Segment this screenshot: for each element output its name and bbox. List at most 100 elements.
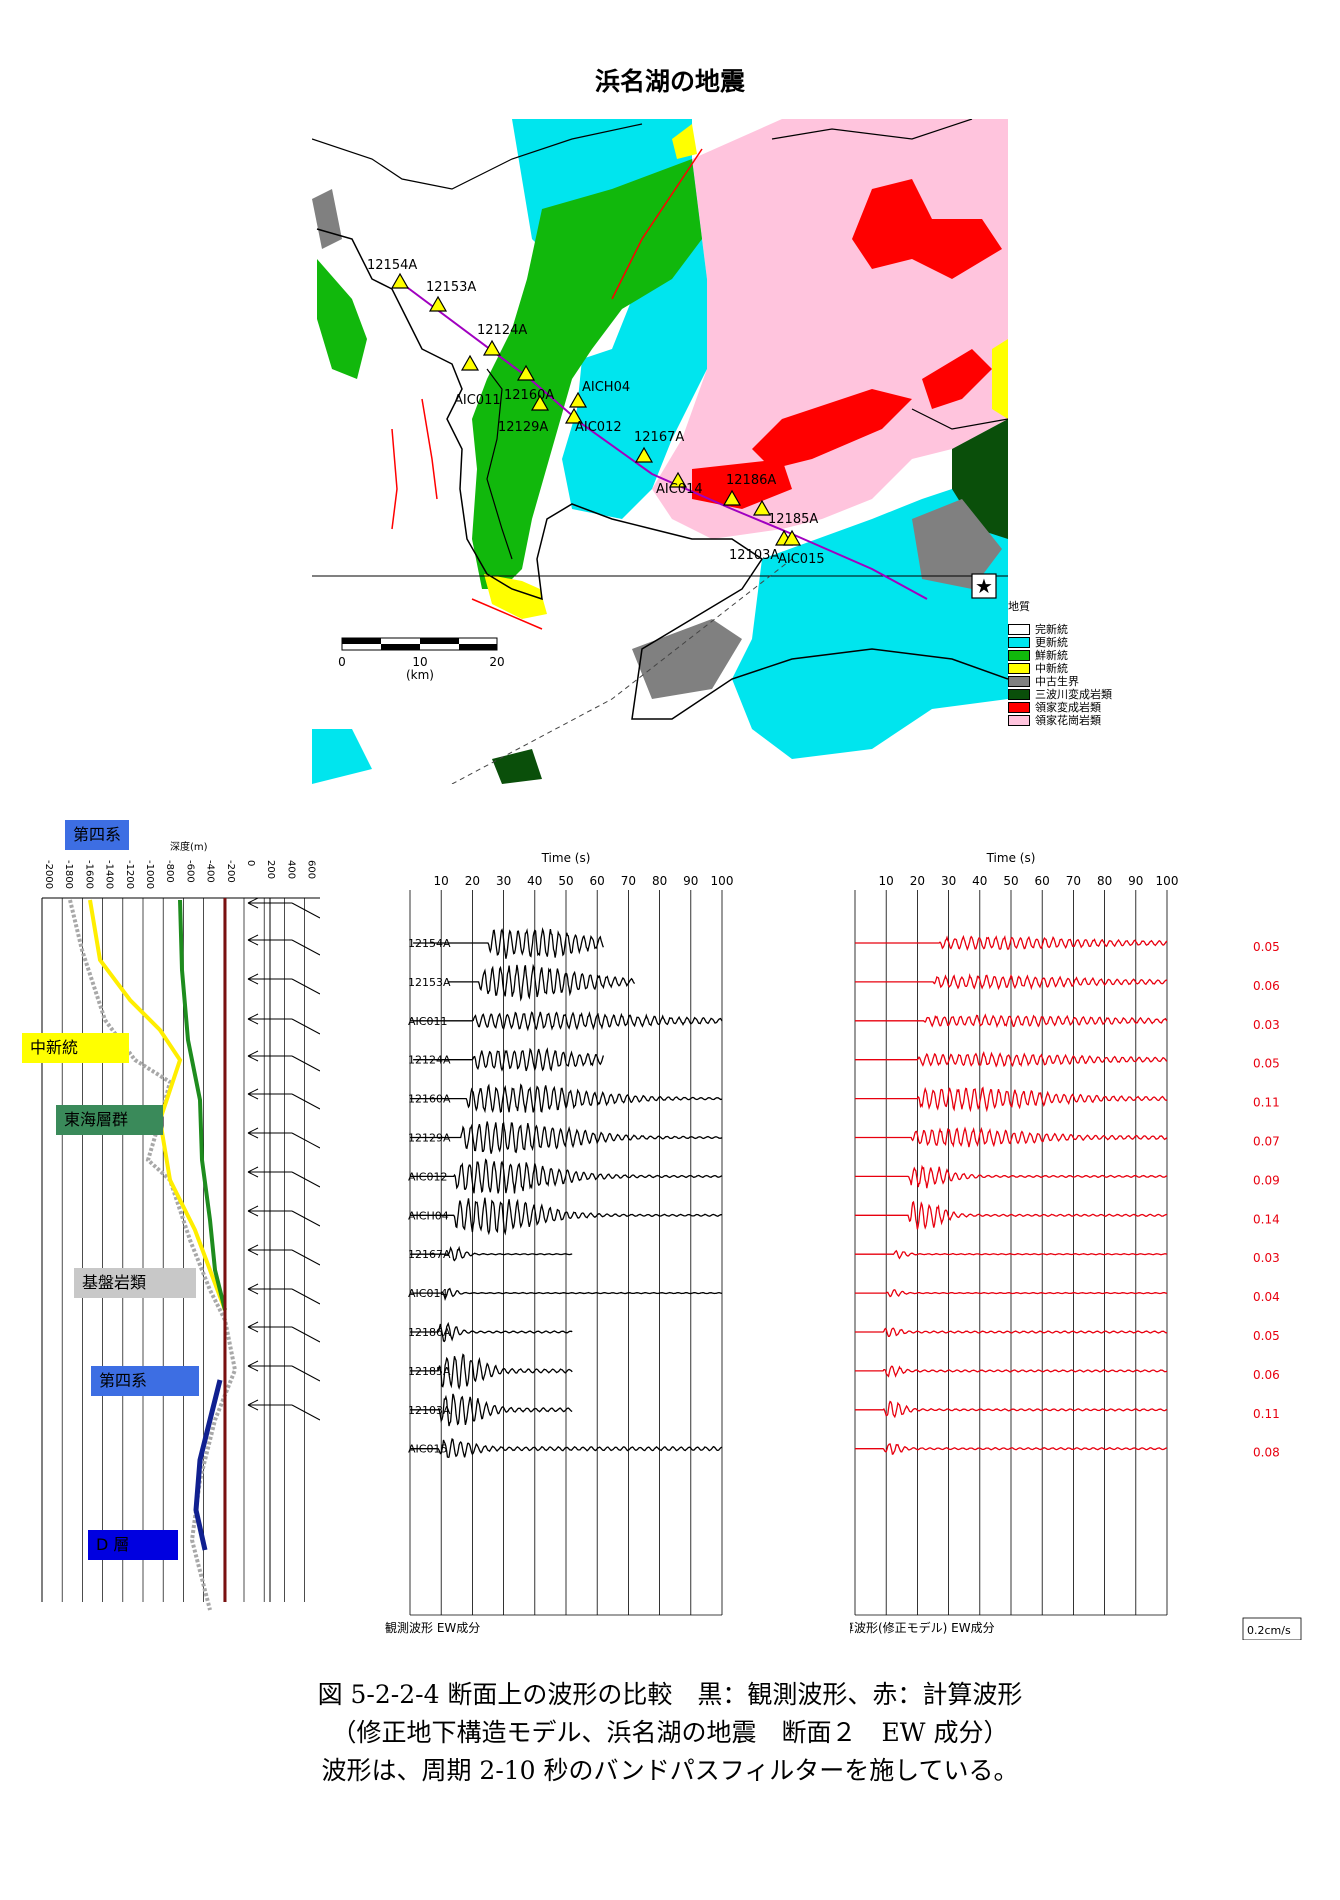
depth-tick-label: -2000 (43, 860, 54, 889)
figure-caption: 図 5-2-2-4 断面上の波形の比較 黒：観測波形、赤：計算波形 （修正地下構… (0, 1676, 1340, 1790)
waveform-12186A (410, 1321, 573, 1343)
waveform-AIC014 (410, 1287, 723, 1302)
caption-line-1: 図 5-2-2-4 断面上の波形の比較 黒：観測波形、赤：計算波形 (317, 1680, 1023, 1709)
station-label-12186A: 12186A (726, 473, 776, 488)
station-label-12160A: 12160A (504, 388, 554, 403)
station-marker-AIC014 (668, 471, 688, 488)
depth-tick-label: 0 (245, 860, 256, 866)
ryoke-3 (852, 179, 1002, 279)
waveform-AIC012 (410, 1158, 723, 1194)
time-tick-100: 100 (711, 874, 734, 888)
waveform-12103A (855, 1400, 1168, 1419)
depth-tick-label: -600 (184, 860, 195, 883)
legend-label: 領家変成岩類 (1035, 701, 1101, 714)
station-marker-12154A (390, 272, 410, 289)
station-label-12185A: 12185A (768, 512, 818, 527)
legend-swatch (1008, 637, 1030, 648)
station-label-AIC015: AIC015 (778, 552, 825, 567)
station-marker-12186A (722, 489, 742, 506)
legend-item-3: 中新統 (1008, 662, 1148, 675)
station-marker-AIC012 (564, 407, 584, 424)
mesozoic-4 (492, 749, 542, 784)
label-miocene: 中新統 (22, 1033, 129, 1063)
ryoke-2 (692, 459, 792, 509)
trace-amplitude-AICH04: 0.14 (1253, 1212, 1280, 1226)
legend-label: 鮮新統 (1035, 649, 1068, 662)
legend-label: 更新統 (1035, 636, 1068, 649)
trace-amplitude-AIC015: 0.08 (1253, 1446, 1280, 1460)
coastline (316, 228, 1008, 720)
trace-amplitude-12103A: 0.11 (1253, 1407, 1280, 1421)
time-tick-50: 50 (558, 874, 573, 888)
waveform-12185A (410, 1353, 573, 1390)
ryoke-4 (922, 349, 992, 409)
profile-line (399, 281, 928, 600)
waveform-12129A (410, 1121, 723, 1154)
panel-footer: 観測波形 EW成分 (385, 1621, 480, 1635)
trace-amplitude-12160A: 0.11 (1253, 1096, 1280, 1110)
waveform-12185A (855, 1365, 1168, 1378)
time-tick-40: 40 (527, 874, 542, 888)
station-marker-12153A (428, 295, 448, 312)
legend-swatch (1008, 702, 1030, 713)
station-label-12154A: 12154A (367, 258, 417, 273)
trace-amplitude-12124A: 0.05 (1253, 1057, 1280, 1071)
time-tick-90: 90 (683, 874, 698, 888)
trace-amplitude-12154A: 0.05 (1253, 940, 1280, 954)
waveform-12167A (855, 1249, 1168, 1260)
depth-tick-label: -400 (205, 860, 216, 883)
depth-tick-label: 400 (285, 860, 296, 879)
time-tick-30: 30 (496, 874, 511, 888)
pliocene-west (317, 259, 367, 379)
scale-bar (341, 637, 498, 651)
waveform-AICH04 (410, 1197, 722, 1236)
waveform-12153A (855, 973, 1168, 991)
computed-svg: Time (s) 10 20 30 40 50 60 70 80 90 100 0.05 0.06 0.0… (850, 851, 1302, 1640)
legend-label: 領家花崗岩類 (1035, 714, 1101, 727)
waveform-12124A (413, 1047, 605, 1072)
station-label-12167A: 12167A (634, 430, 684, 445)
depth-tick-label: -1000 (144, 860, 155, 889)
time-tick-100: 100 (1156, 874, 1179, 888)
waveform-AIC012 (855, 1164, 1168, 1189)
caption-line-2: （修正地下構造モデル、浜名湖の地震 断面２ EW 成分） (331, 1718, 1009, 1747)
waveform-12129A (855, 1126, 1168, 1148)
station-label-12153A: 12153A (426, 280, 476, 295)
depth-tick-label: 200 (265, 860, 276, 879)
waveform-AIC011 (410, 1010, 723, 1032)
tokai-line (178, 899, 227, 1311)
epicenter-star: ★ (975, 574, 993, 598)
station-marker-12185A (752, 499, 772, 516)
station-marker-12129A (530, 394, 550, 411)
panel-footer: 計算波形(修正モデル) EW成分 (850, 1620, 995, 1635)
trace-amplitude-12153A: 0.06 (1253, 979, 1280, 993)
time-tick-70: 70 (621, 874, 636, 888)
time-tick-80: 80 (1097, 874, 1112, 888)
time-tick-30: 30 (941, 874, 956, 888)
observed-svg: Time (s)10203040506070809010012154A0.181… (385, 851, 734, 1635)
legend-item-1: 更新統 (1008, 636, 1148, 649)
time-tick-40: 40 (972, 874, 987, 888)
scale-unit: (km) (406, 668, 434, 682)
station-label-AIC014: AIC014 (656, 482, 703, 497)
legend-item-0: 完新統 (1008, 623, 1148, 636)
waveform-AIC011 (855, 1013, 1168, 1029)
depth-tick-label: -1200 (124, 860, 135, 889)
map-legend: 地質 完新統 更新統 鮮新統 中新統 中古生界 三波川変成岩類 領家変成岩類 領家花崗岩類 (1008, 600, 1148, 727)
scale-labels: 0 10 20 (km) (338, 655, 504, 682)
waveform-12186A (855, 1327, 1167, 1338)
time-tick-60: 60 (590, 874, 605, 888)
page-title: 浜名湖の地震 (594, 67, 745, 96)
waveform-12153A (447, 963, 636, 1002)
trace-amplitude-AIC012: 0.09 (1253, 1173, 1280, 1187)
trace-amplitude-AIC011: 0.03 (1253, 1018, 1280, 1032)
d-layer-line (193, 1379, 223, 1551)
label-quaternary: 第四系 (91, 1366, 199, 1396)
basement-line (68, 899, 238, 1611)
legend-swatch (1008, 650, 1030, 661)
trace-station-12153A: 12153A (408, 976, 451, 989)
legend-label: 中新統 (1035, 662, 1068, 675)
station-marker-12160A (516, 364, 536, 381)
label-tokai-group: 東海層群 (56, 1105, 163, 1135)
label-d-layer: D 層 (88, 1530, 178, 1560)
